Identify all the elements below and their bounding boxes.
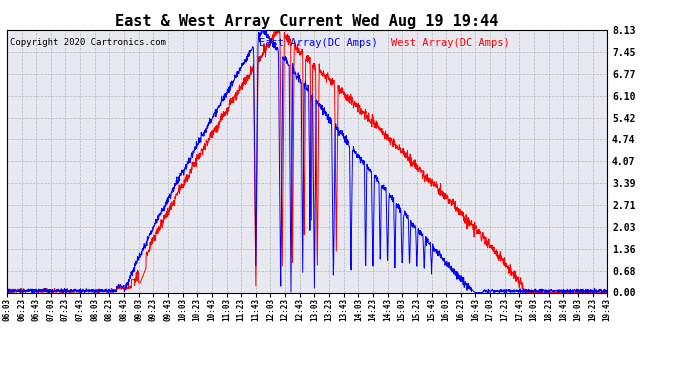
- Text: East Array(DC Amps): East Array(DC Amps): [259, 38, 378, 48]
- Title: East & West Array Current Wed Aug 19 19:44: East & West Array Current Wed Aug 19 19:…: [115, 14, 499, 29]
- Text: Copyright 2020 Cartronics.com: Copyright 2020 Cartronics.com: [10, 38, 166, 47]
- Text: West Array(DC Amps): West Array(DC Amps): [391, 38, 510, 48]
